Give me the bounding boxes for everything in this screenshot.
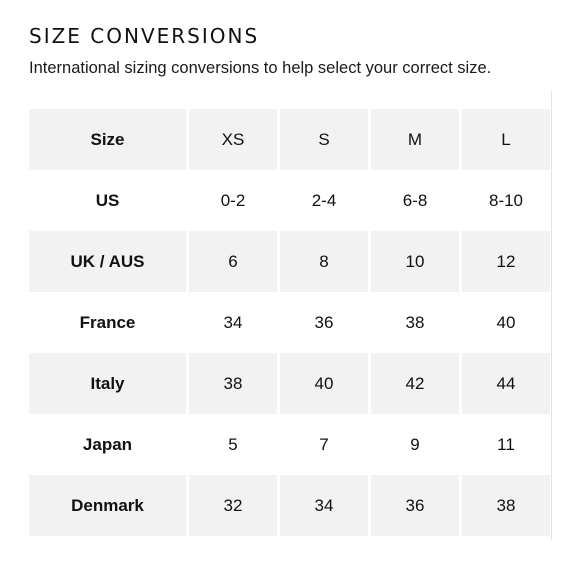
table-cell: 44 [462, 353, 550, 414]
table-cell: 7 [319, 434, 329, 454]
row-label: Denmark [29, 475, 186, 536]
row-label: UK / AUS [29, 231, 186, 292]
table-cell: XS [189, 109, 277, 170]
table-cell: 32 [189, 475, 277, 536]
table-cell: 40 [496, 312, 516, 332]
table-row-france: France 34 36 38 40 [29, 292, 550, 353]
table-cell: 36 [314, 312, 334, 332]
table-cell: M [371, 109, 459, 170]
table-cell: 38 [405, 312, 425, 332]
table-cell: 6 [189, 231, 277, 292]
table-cell: 38 [462, 475, 550, 536]
table-cell: 10 [371, 231, 459, 292]
size-conversion-table: Size XS S M L US 0-2 2-4 6-8 8-10 UK / A… [26, 109, 553, 536]
table-cell: 38 [189, 353, 277, 414]
table-cell: 36 [371, 475, 459, 536]
right-divider [551, 91, 552, 540]
table-row-japan: Japan 5 7 9 11 [29, 414, 550, 475]
table-row-size: Size XS S M L [29, 109, 550, 170]
table-cell: 34 [280, 475, 368, 536]
table-cell: L [462, 109, 550, 170]
table-cell: S [280, 109, 368, 170]
row-label: France [79, 312, 136, 332]
table-cell: 8 [280, 231, 368, 292]
table-cell: 2-4 [311, 190, 337, 210]
table-cell: 42 [371, 353, 459, 414]
table-row-uk-aus: UK / AUS 6 8 10 12 [29, 231, 550, 292]
table-cell: 34 [223, 312, 243, 332]
row-label: Italy [29, 353, 186, 414]
page-title: SIZE CONVERSIONS [29, 24, 260, 48]
row-label: Size [29, 109, 186, 170]
table-row-us: US 0-2 2-4 6-8 8-10 [29, 170, 550, 231]
table-cell: 11 [497, 434, 515, 454]
table-row-denmark: Denmark 32 34 36 38 [29, 475, 550, 536]
table-cell: 8-10 [488, 190, 524, 210]
table-cell: 12 [462, 231, 550, 292]
table-cell: 9 [410, 434, 420, 454]
table-cell: 0-2 [220, 190, 246, 210]
row-label: Japan [82, 434, 133, 454]
page-subtitle: International sizing conversions to help… [29, 59, 492, 77]
table-cell: 40 [280, 353, 368, 414]
table-cell: 5 [228, 434, 238, 454]
table-row-italy: Italy 38 40 42 44 [29, 353, 550, 414]
row-label: US [95, 190, 120, 210]
table-cell: 6-8 [402, 190, 428, 210]
